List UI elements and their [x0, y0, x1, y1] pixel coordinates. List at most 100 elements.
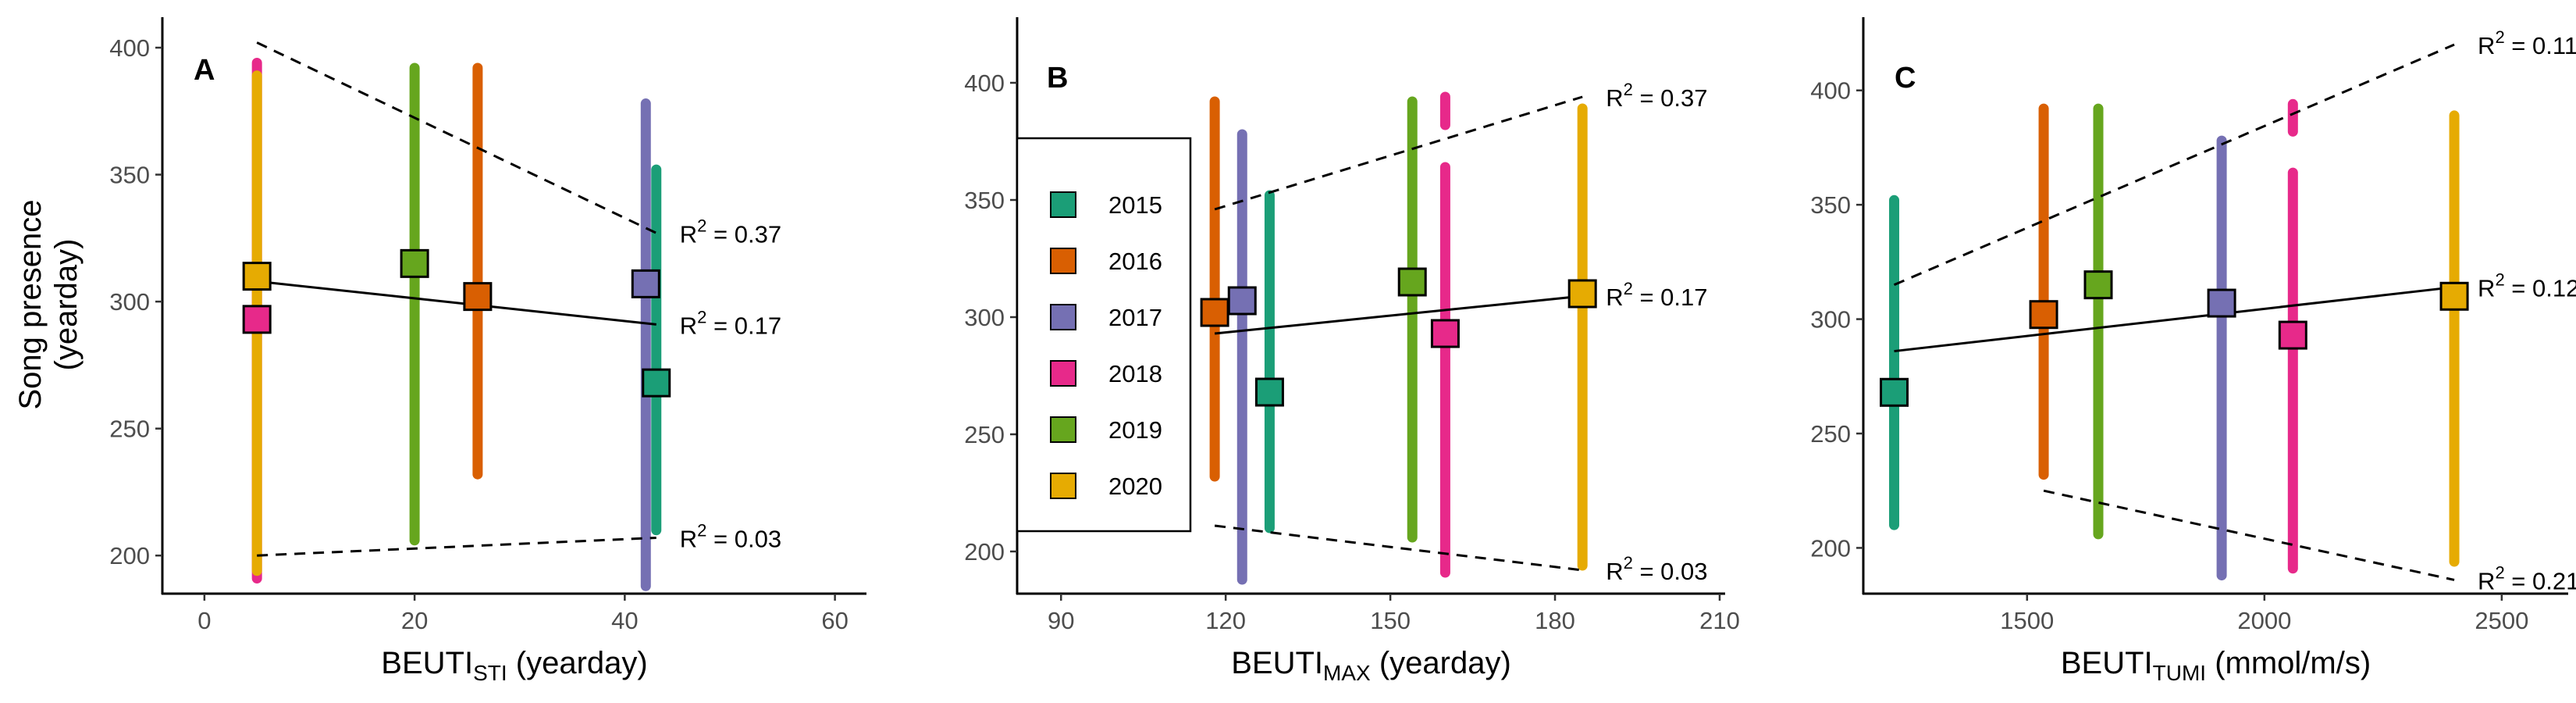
- x-axis-title-subscript: MAX: [1323, 661, 1371, 685]
- r2-r: R: [680, 525, 697, 552]
- dashed-fit-line: [1214, 95, 1583, 211]
- point-2017: [631, 269, 660, 298]
- x-axis-title-unit: (yearday): [507, 646, 648, 680]
- r2-label: R2 = 0.17: [680, 307, 781, 339]
- panel-c: 200 250 300 350 400 1500 2000 2500 BEUTITUMI (mm…: [1810, 17, 2576, 685]
- point-2018: [1430, 319, 1460, 348]
- r2-superscript: 2: [697, 307, 706, 327]
- y-tick-label: 250: [964, 421, 1005, 448]
- dashed-fit-line: [2043, 489, 2455, 581]
- r2-superscript: 2: [697, 520, 706, 540]
- r2-eq: =: [706, 220, 734, 248]
- panel-b: 200 250 300 350 400 90 120 150 180 210 BEUTIMAX (y…: [964, 17, 1740, 685]
- panel-letter: A: [194, 54, 215, 87]
- y-tick-label: 400: [1810, 77, 1851, 105]
- x-axis-title-subscript: TUMI: [2153, 661, 2206, 685]
- x-tick-label: 20: [401, 607, 428, 634]
- r2-label: R2 = 0.37: [1606, 80, 1707, 112]
- legend-swatch-2019: [1050, 416, 1076, 443]
- x-axis-title: BEUTIMAX (yearday): [1231, 646, 1511, 685]
- r2-eq: =: [706, 525, 734, 552]
- x-tick-label: 2500: [2475, 607, 2528, 634]
- dashed-fit-line: [257, 536, 656, 557]
- r2-r: R: [2478, 567, 2495, 594]
- r2-r: R: [680, 312, 697, 339]
- point-2019: [400, 248, 429, 278]
- point-2016: [1200, 298, 1229, 327]
- point-2015: [642, 368, 671, 398]
- legend-label-2020: 2020: [1108, 473, 1162, 500]
- legend-label-2018: 2018: [1108, 360, 1162, 387]
- r2-r: R: [1606, 284, 1623, 311]
- r2-label: R2 = 0.21: [2478, 562, 2576, 594]
- r2-eq: =: [1633, 84, 1660, 112]
- y-tick-label: 400: [109, 34, 150, 62]
- y-tick-label: 250: [1810, 420, 1851, 448]
- x-tick-label: 90: [1048, 607, 1074, 634]
- r2-r: R: [1606, 558, 1623, 585]
- x-tick-label: 150: [1370, 607, 1411, 634]
- r2-r: R: [680, 220, 697, 248]
- y-axis-title-line2: (yearday): [49, 239, 84, 371]
- r2-value: 0.37: [1660, 84, 1707, 112]
- r2-label: R2 = 0.03: [1606, 553, 1707, 585]
- r2-value: 0.17: [735, 312, 781, 339]
- panel-a: 200 250 300 350 400 0 20 40 60 BEUTISTI (yearday)…: [109, 17, 866, 685]
- r2-label: R2 = 0.11: [2478, 27, 2576, 59]
- r2-value: 0.11: [2532, 32, 2576, 59]
- x-tick-label: 2000: [2237, 607, 2291, 634]
- r2-eq: =: [2505, 567, 2532, 594]
- point-2019: [1397, 267, 1427, 297]
- y-tick-label: 250: [109, 416, 150, 443]
- point-2020: [1567, 279, 1597, 309]
- y-axis-title: Song presence (yearday): [13, 199, 84, 409]
- legend-swatch-2015: [1050, 191, 1076, 218]
- solid-fit-line: [1214, 294, 1583, 335]
- legend-label-2017: 2017: [1108, 304, 1162, 331]
- legend-swatch-2020: [1050, 473, 1076, 499]
- r2-value: 0.17: [1660, 284, 1707, 311]
- point-2017: [2207, 288, 2236, 318]
- solid-fit-line: [257, 280, 656, 326]
- r2-eq: =: [2505, 275, 2532, 302]
- legend-swatch-2017: [1050, 304, 1076, 330]
- r2-eq: =: [1633, 284, 1660, 311]
- legend-swatch-2018: [1050, 360, 1076, 387]
- y-tick-label: 200: [1810, 534, 1851, 562]
- x-axis-title-unit: (yearday): [1371, 646, 1511, 680]
- x-tick-label: 210: [1699, 607, 1740, 634]
- r2-label: R2 = 0.37: [680, 216, 781, 248]
- y-axis-title-line1: Song presence: [13, 199, 48, 409]
- x-tick-label: 120: [1205, 607, 1246, 634]
- r2-eq: =: [706, 312, 734, 339]
- r2-value: 0.21: [2532, 567, 2576, 594]
- y-tick-label: 200: [109, 542, 150, 569]
- y-tick-label: 300: [109, 288, 150, 316]
- r2-r: R: [1606, 84, 1623, 112]
- y-tick-label: 350: [964, 187, 1005, 214]
- r2-value: 0.03: [735, 525, 781, 552]
- dashed-fit-line: [1214, 524, 1583, 572]
- point-2016: [2029, 300, 2058, 330]
- panel-letter: B: [1047, 62, 1068, 95]
- r2-superscript: 2: [1624, 279, 1633, 298]
- legend-label-2015: 2015: [1108, 191, 1162, 219]
- legend-label-2016: 2016: [1108, 248, 1162, 275]
- dashed-fit-line: [256, 41, 657, 234]
- x-tick-label: 180: [1535, 607, 1575, 634]
- y-tick-label: 200: [964, 538, 1005, 566]
- r2-superscript: 2: [2495, 270, 2504, 290]
- y-tick-label: 300: [1810, 306, 1851, 334]
- y-tick-label: 300: [964, 304, 1005, 331]
- r2-r: R: [2478, 275, 2495, 302]
- x-axis-title-subscript: STI: [473, 661, 507, 685]
- x-tick-label: 1500: [2000, 607, 2054, 634]
- x-tick-label: 40: [611, 607, 638, 634]
- r2-value: 0.37: [735, 220, 781, 248]
- legend: 2015 2016 2017 2018 2019 2020: [1016, 137, 1192, 533]
- x-tick-label: 60: [821, 607, 848, 634]
- dashed-fit-line: [1893, 43, 2455, 287]
- r2-label: R2 = 0.12: [2478, 270, 2576, 302]
- r2-superscript: 2: [697, 216, 706, 235]
